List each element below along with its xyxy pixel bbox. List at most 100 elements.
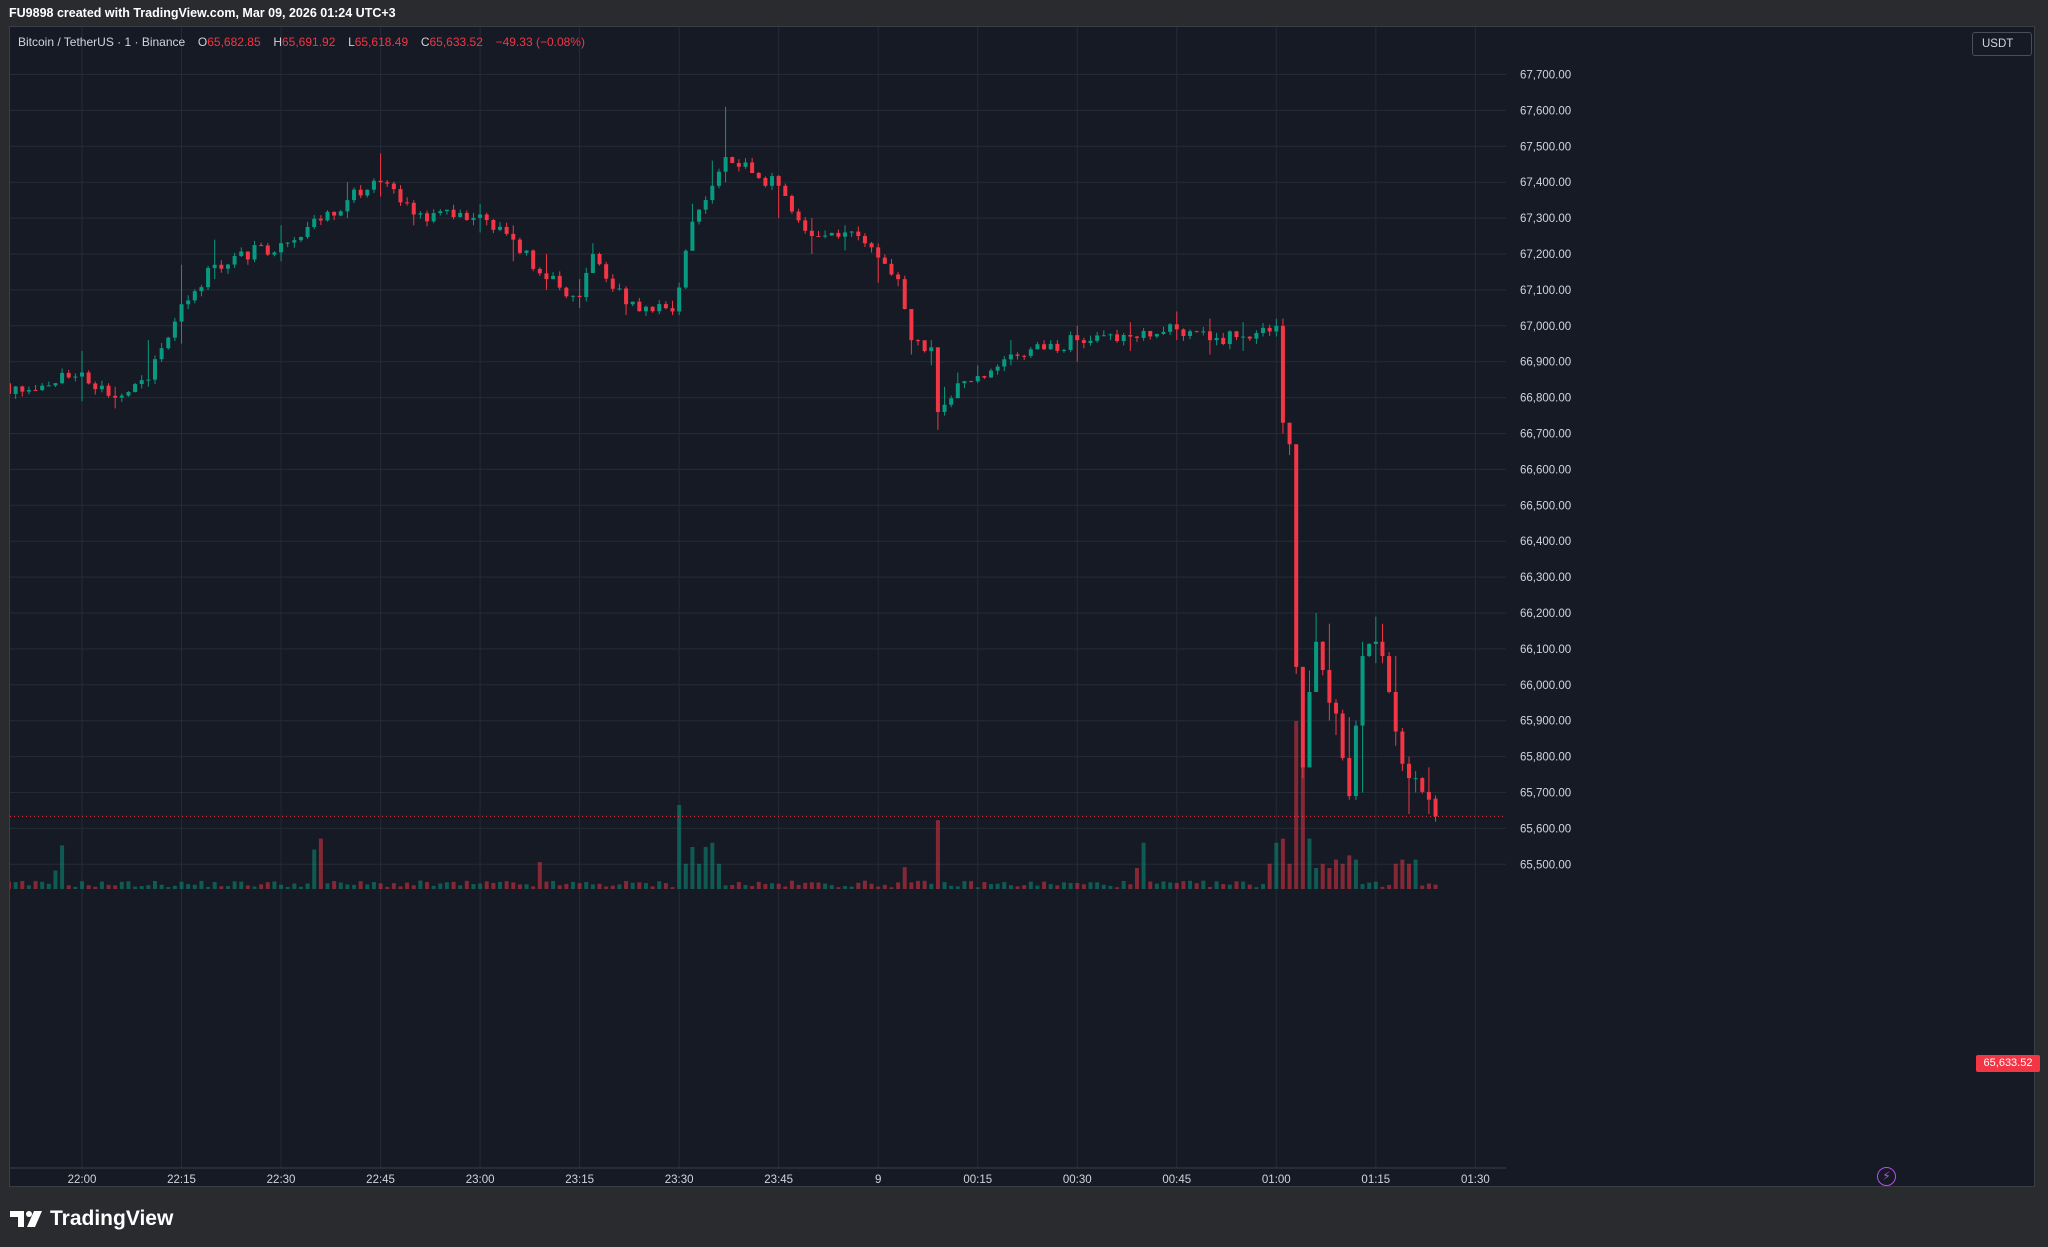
candle-body	[332, 211, 337, 216]
x-tick-label: 23:30	[665, 1174, 694, 1186]
volume-bar	[1194, 883, 1199, 889]
volume-bar	[1287, 863, 1292, 889]
candle-body	[730, 157, 735, 164]
volume-bar	[1042, 881, 1047, 889]
y-tick-label: 65,500.00	[1520, 859, 1571, 871]
symbol-name[interactable]: Bitcoin / TetherUS · 1 · Binance	[18, 35, 186, 49]
candle-body	[862, 236, 867, 244]
volume-bar	[484, 881, 489, 889]
candle-body	[896, 274, 901, 280]
candle-body	[1022, 355, 1027, 357]
candle-body	[604, 264, 609, 279]
volume-bar	[836, 887, 841, 889]
volume-bar	[922, 880, 927, 889]
volume-bar	[13, 882, 18, 889]
volume-bar	[1061, 882, 1066, 889]
volume-bar	[133, 886, 138, 889]
candle-body	[657, 304, 662, 312]
candle-body	[298, 236, 303, 241]
candle-body	[922, 340, 927, 352]
candlestick-chart[interactable]: 65,500.00 65,600.00 65,700.00 65,800.00 65,9…	[10, 27, 2036, 1188]
volume-bar	[245, 885, 250, 889]
candle-body	[843, 232, 848, 237]
x-tick-label: 22:00	[68, 1174, 97, 1186]
candle-body	[371, 180, 376, 190]
candle-body	[1380, 641, 1385, 657]
bolt-icon[interactable]: ⚡	[1877, 1167, 1896, 1186]
y-tick-label: 67,200.00	[1520, 249, 1571, 261]
brand-footer[interactable]: TradingView	[10, 1204, 173, 1234]
candle-body	[1095, 335, 1100, 341]
y-tick-label: 66,200.00	[1520, 608, 1571, 620]
volume-bar	[371, 882, 376, 889]
volume-bar	[982, 882, 987, 889]
candle-body	[338, 211, 343, 216]
volume-bar	[557, 885, 562, 889]
volume-bar	[730, 884, 735, 889]
volume-bar	[1380, 886, 1385, 889]
volume-bar	[292, 883, 297, 889]
candle-body	[10, 383, 12, 395]
candle-body	[1261, 327, 1266, 334]
volume-bar	[677, 805, 682, 889]
volume-bar	[192, 884, 197, 889]
candle-body	[551, 275, 556, 280]
candle-body	[610, 278, 615, 289]
last-price-tag: 65,633.52	[1976, 1055, 2040, 1072]
candle-body	[511, 233, 516, 240]
candle-body	[1327, 670, 1332, 703]
candle-body	[677, 287, 682, 312]
candle-body	[1068, 335, 1073, 350]
x-tick-label: 9	[875, 1174, 881, 1186]
candle-body	[856, 231, 861, 237]
volume-bar	[106, 884, 111, 889]
chart-panel[interactable]: 65,500.00 65,600.00 65,700.00 65,800.00 65,9…	[9, 26, 2040, 1188]
volume-bar	[1207, 886, 1212, 889]
candle-body	[670, 308, 675, 312]
candle-body	[624, 288, 629, 305]
candle-body	[172, 321, 177, 338]
candle-body	[398, 189, 403, 203]
candle-body	[33, 390, 38, 392]
candle-body	[279, 243, 284, 253]
volume-bar	[318, 838, 323, 889]
time-axis[interactable]: 22:00 22:15 22:30 22:45 23:00 23:15 23:30 23:45…	[68, 1174, 1490, 1186]
candle-body	[736, 163, 741, 167]
candle-body	[438, 211, 443, 214]
candle-body	[564, 287, 569, 297]
volume-bar	[365, 884, 370, 889]
volume-bar	[823, 883, 828, 889]
volume-bar	[431, 885, 436, 889]
candle-body	[537, 268, 542, 274]
volume-bar	[471, 884, 476, 889]
candle-body	[1307, 691, 1312, 768]
volume-bar	[803, 882, 808, 889]
candle-body	[179, 304, 184, 322]
volume-bar	[1261, 883, 1266, 889]
volume-bar	[99, 881, 104, 889]
candle-body	[703, 200, 708, 210]
volume-bar	[1274, 842, 1279, 889]
volume-bar	[564, 883, 569, 889]
volume-bar	[736, 882, 741, 889]
y-tick-label: 65,800.00	[1520, 752, 1571, 764]
volume-bar	[438, 883, 443, 889]
candle-body	[1121, 334, 1126, 342]
volume-bar	[312, 849, 317, 889]
volume-bar	[916, 880, 921, 889]
candle-body	[597, 254, 602, 265]
candle-body	[710, 185, 715, 201]
volume-bar	[783, 886, 788, 889]
candle-body	[988, 370, 993, 378]
candle-body	[1108, 334, 1113, 336]
candle-body	[889, 263, 894, 275]
volume-bar	[1267, 863, 1272, 889]
candle-body	[13, 386, 18, 395]
volume-bar	[650, 886, 655, 889]
candle-body	[1214, 337, 1219, 341]
candle-body	[391, 183, 396, 190]
candle-body	[411, 202, 416, 215]
price-axis[interactable]: 65,500.00 65,600.00 65,700.00 65,800.00 65,9…	[1520, 70, 1571, 872]
currency-badge[interactable]: USDT	[1972, 32, 2032, 56]
y-tick-label: 65,700.00	[1520, 788, 1571, 800]
